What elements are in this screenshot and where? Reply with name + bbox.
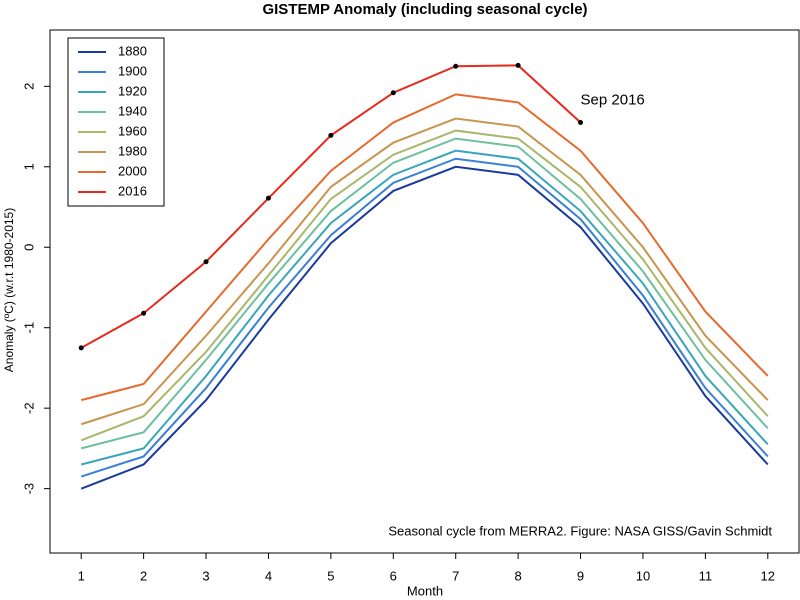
series-line xyxy=(80,129,769,442)
legend-box xyxy=(67,37,165,207)
data-point xyxy=(203,259,209,265)
x-tick-label: 2 xyxy=(140,568,147,583)
y-tick-label: -2 xyxy=(21,402,36,414)
y-axis-label: Anomaly (ºC) (w.r.t 1980-2015) xyxy=(2,208,16,372)
legend-label: 1920 xyxy=(118,83,147,98)
x-tick-label: 12 xyxy=(761,568,775,583)
legend-label: 1880 xyxy=(118,43,147,58)
data-point xyxy=(390,90,396,96)
series-line xyxy=(80,137,769,450)
source-note: Seasonal cycle from MERRA2. Figure: NASA… xyxy=(388,523,772,538)
series-line xyxy=(80,165,769,490)
data-point xyxy=(578,120,584,126)
y-tick-label: 0 xyxy=(21,244,36,251)
series-line xyxy=(80,117,769,426)
x-tick-label: 8 xyxy=(515,568,522,583)
plot-frame xyxy=(49,29,800,554)
x-tick-label: 9 xyxy=(577,568,584,583)
data-point xyxy=(453,63,459,69)
data-point xyxy=(78,345,84,351)
x-tick-label: 7 xyxy=(452,568,459,583)
x-tick-label: 10 xyxy=(636,568,650,583)
legend-label: 1940 xyxy=(118,103,147,118)
x-tick-label: 6 xyxy=(390,568,397,583)
legend-label: 1900 xyxy=(118,63,147,78)
series-line xyxy=(80,149,769,466)
data-point xyxy=(515,62,521,68)
x-tick-label: 11 xyxy=(699,568,713,583)
y-tick-label: 1 xyxy=(21,163,36,170)
series-line xyxy=(80,157,769,478)
y-tick-label: -1 xyxy=(21,322,36,334)
y-tick-label: -3 xyxy=(21,483,36,495)
data-point xyxy=(265,195,271,201)
y-tick-label: 2 xyxy=(21,83,36,90)
x-axis-label: Month xyxy=(407,583,443,598)
legend-label: 2016 xyxy=(118,183,147,198)
data-point xyxy=(141,310,147,316)
x-tick-label: 5 xyxy=(327,568,334,583)
series-line xyxy=(80,93,769,402)
data-point xyxy=(328,132,334,138)
chart-title: GISTEMP Anomaly (including seasonal cycl… xyxy=(262,1,587,18)
x-tick-label: 3 xyxy=(202,568,209,583)
annotation: Sep 2016 xyxy=(581,91,645,108)
x-tick-label: 1 xyxy=(78,568,85,583)
x-tick-label: 4 xyxy=(265,568,272,583)
legend-label: 1960 xyxy=(118,123,147,138)
legend-label: 1980 xyxy=(118,143,147,158)
legend-label: 2000 xyxy=(118,163,147,178)
